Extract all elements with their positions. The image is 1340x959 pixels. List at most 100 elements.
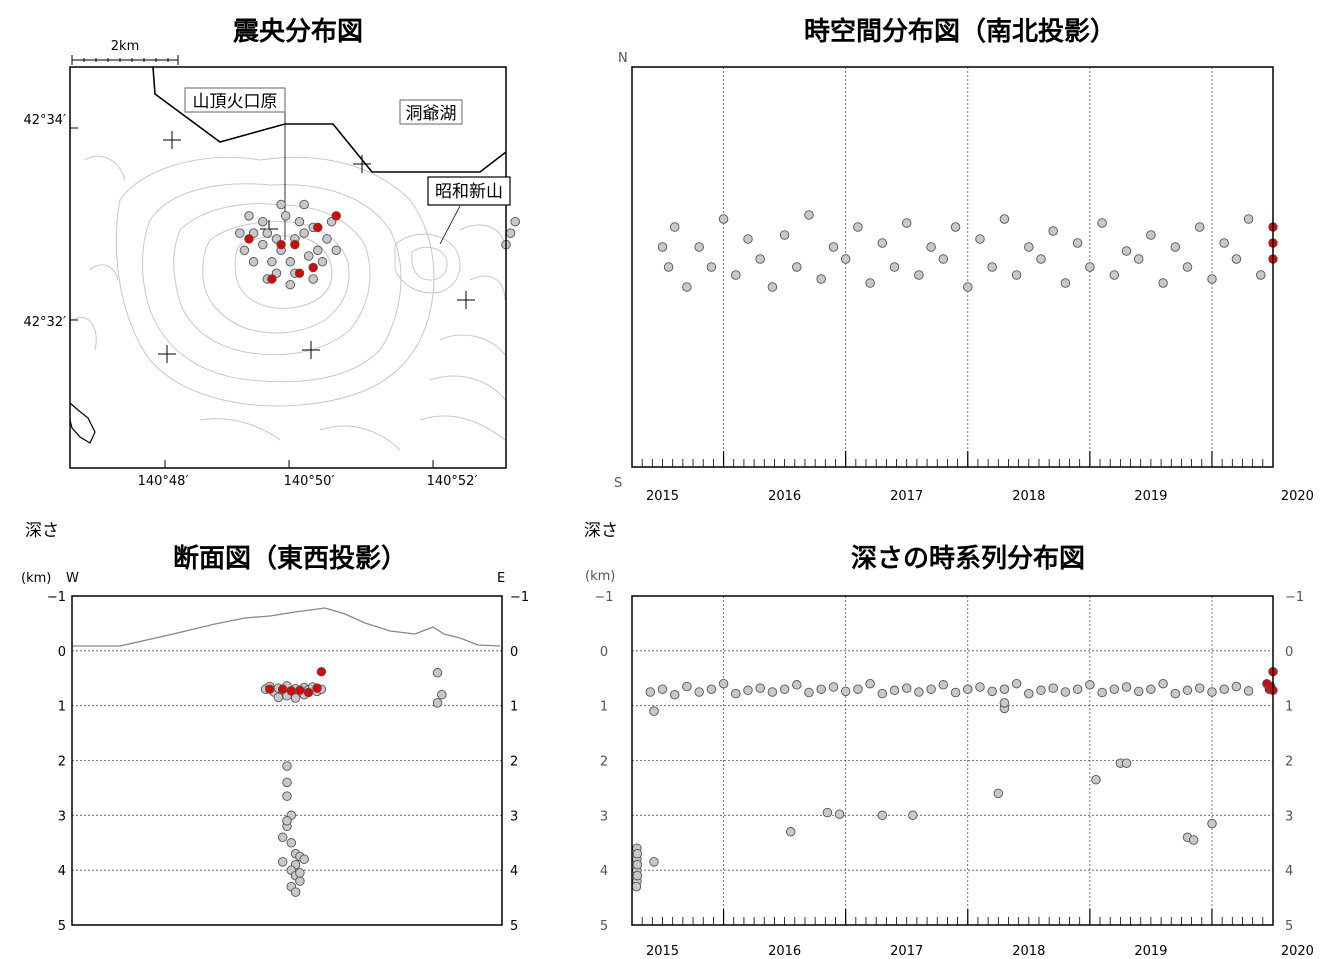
depth-time-point [1109,684,1120,694]
depth-time-point [804,687,814,698]
depth-time-point [1207,687,1217,697]
depth-time-point [834,809,845,819]
spacetime-point [987,262,997,272]
cross-section-point [432,698,443,708]
epicenter-point-recent [267,274,277,284]
cross-section-point-recent [312,683,322,693]
spacetime-point [865,278,875,288]
depth-label-left: 3 [600,809,608,824]
depth-label-right: 2 [510,755,518,770]
depth-time-point [926,684,936,694]
topography-profile [72,607,501,647]
spacetime-point [669,222,680,232]
depth-label-left: −1 [594,590,613,605]
epicenter-point [299,199,309,210]
cross-section-point [282,816,292,826]
year-label: 2019 [1134,489,1167,504]
spacetime-point [1072,238,1083,248]
depth-time-point [706,684,717,694]
depth-time-point [1158,678,1168,689]
spacetime-month-ticks [631,451,1274,467]
spacetime-chart: N S 2015 2016 2017 2018 2019 2020 [614,51,1314,504]
depth-time-title: 深さの時系列分布図 [851,544,1085,574]
x-tick-140-50: 140°50′ [284,474,335,489]
cross-section-point [437,689,447,700]
depth-time-point [1188,835,1199,845]
epicenter-points [235,199,520,290]
epicenter-point [317,257,328,267]
depth-time-point [731,688,741,699]
label-lake-toya: 洞爺湖 [399,99,463,125]
spacetime-point [889,262,900,272]
epicenter-point [258,239,268,250]
year-label: 2016 [768,489,801,504]
cross-frame [71,595,503,926]
cross-section-point [290,693,301,703]
depth-label-left: 1 [600,700,608,715]
epicenter-point [262,228,273,238]
spacetime-point [975,234,985,244]
north-label: N [618,51,628,66]
depth-time-point [993,788,1004,799]
epicenter-point [303,251,314,261]
epicenter-point [308,274,318,284]
depth-time-point [1133,686,1144,697]
spacetime-point [999,214,1010,224]
depth-label-right: 0 [510,645,518,660]
depth-label-right: 5 [510,919,518,934]
cross-section-point [277,832,288,843]
map-ticks [70,127,434,468]
depth-label-right: −1 [510,590,529,605]
depth-time-point [1121,758,1132,768]
epicenter-point [267,257,277,267]
spacetime-point [828,242,839,252]
spacetime-point [706,262,717,272]
spacetime-point [755,254,765,264]
epicenter-point [248,257,259,267]
depth-time-point [1207,818,1217,829]
depth-time-point [963,684,973,694]
epicenter-point [235,228,245,238]
scale-label: 2km [111,39,139,54]
epicenter-point [331,245,341,256]
year-label: 2018 [1012,489,1045,504]
year-label: 2015 [646,944,679,959]
svg-text:山頂火口原: 山頂火口原 [193,92,278,112]
depth-time-grid [632,596,1273,925]
spacetime-point [682,282,692,292]
depth-time-point [901,683,912,693]
depth-time-point [908,810,918,821]
spacetime-point [1011,270,1022,280]
coastline [69,402,96,444]
depth-time-point [694,687,704,697]
spacetime-point [853,222,863,232]
spacetime-point [1182,262,1193,272]
epicenter-point [276,199,286,210]
depth-time-point [785,827,796,837]
depth-label-right: 2 [1285,755,1293,770]
cross-section-title: 断面図（東西投影） [173,543,407,574]
spacetime-point [731,270,741,280]
depth-time-point [865,678,875,689]
spacetime-point [914,270,924,280]
spacetime-point [1194,222,1205,232]
depth-label-right: 0 [1285,645,1293,660]
spacetime-point [1109,270,1120,280]
x-tick-140-48: 140°48′ [138,474,189,489]
depth-label-right: 4 [510,864,518,879]
spacetime-point [792,262,802,272]
depth-time-point [669,689,680,700]
depth-label-right: 5 [1285,919,1293,934]
depth-time-points [631,666,1278,892]
cross-section-point [295,876,305,886]
depth-time-point [1091,774,1101,785]
spacetime-point [657,242,668,252]
depth-time-point [822,807,833,818]
depth-time-month-ticks [631,909,1274,925]
cross-section-point-recent [286,686,297,696]
epicenter-point [299,228,309,238]
spacetime-point [840,254,851,264]
depth-time-point [816,684,826,694]
svg-text:昭和新山: 昭和新山 [435,182,503,202]
cross-section-points [260,666,447,897]
